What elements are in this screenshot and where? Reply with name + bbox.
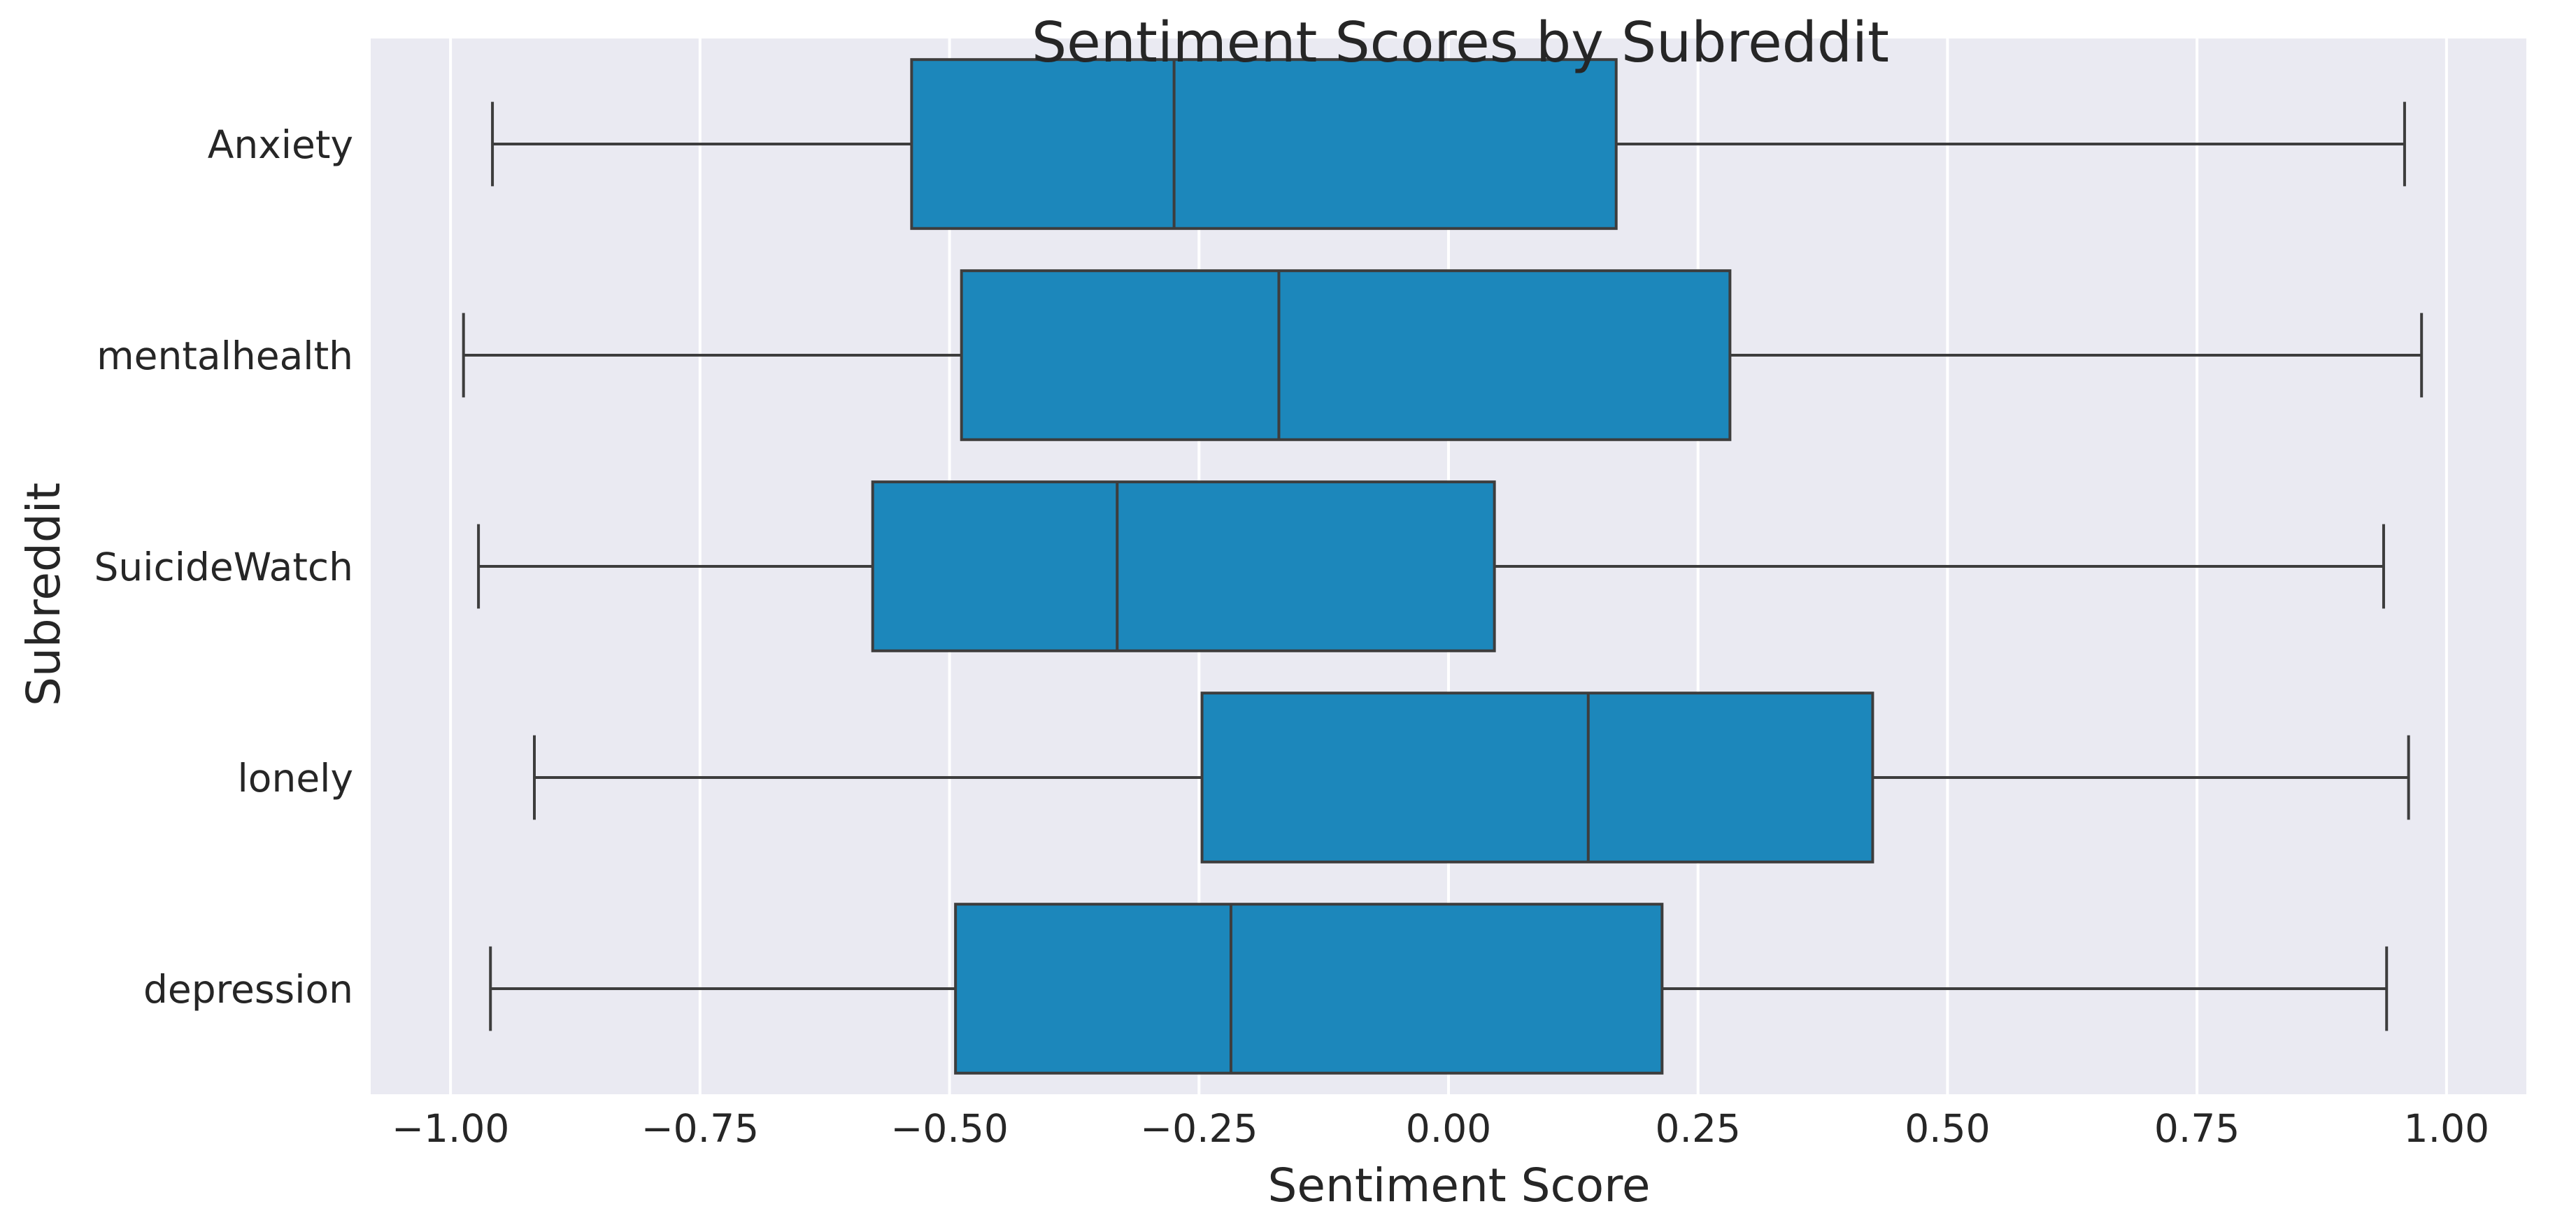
box-SuicideWatch (477, 480, 2385, 652)
boxes (462, 58, 2424, 1075)
x-tick-label: 0.25 (1655, 1106, 1740, 1151)
x-tick-label: 0.75 (2154, 1106, 2240, 1151)
y-tick-label: lonely (238, 756, 353, 801)
iqr-box (1200, 692, 1874, 864)
x-tick-label: −0.50 (890, 1106, 1009, 1151)
y-tick-label: mentalhealth (97, 334, 353, 378)
x-tick-label: 0.50 (1905, 1106, 1990, 1151)
box-depression (489, 903, 2389, 1075)
x-tick-label: −0.75 (641, 1106, 760, 1151)
box-Anxiety (491, 58, 2406, 230)
x-tick-label: 1.00 (2404, 1106, 2489, 1151)
x-tick-label: −0.25 (1140, 1106, 1258, 1151)
y-tick-label: depression (143, 967, 353, 1012)
box-lonely (533, 692, 2410, 864)
iqr-box (910, 58, 1618, 230)
iqr-box (960, 269, 1732, 441)
x-tick-label: 0.00 (1406, 1106, 1491, 1151)
iqr-box (954, 903, 1664, 1075)
chart-title: Sentiment Scores by Subreddit (1032, 10, 1889, 75)
box-mentalhealth (462, 269, 2424, 441)
y-tick-label: SuicideWatch (94, 545, 353, 589)
y-axis-label: Subreddit (17, 482, 71, 706)
x-tick-label: −1.00 (392, 1106, 510, 1151)
y-tick-labels: Anxiety mentalhealth SuicideWatch lonely dep… (94, 122, 353, 1012)
x-tick-labels: −1.00 −0.75 −0.50 −0.25 0.00 0.25 0.50 0.75 1.00 (392, 1106, 2489, 1151)
iqr-box (871, 480, 1496, 652)
x-axis-label: Sentiment Score (1268, 1159, 1651, 1212)
y-tick-label: Anxiety (208, 122, 353, 167)
